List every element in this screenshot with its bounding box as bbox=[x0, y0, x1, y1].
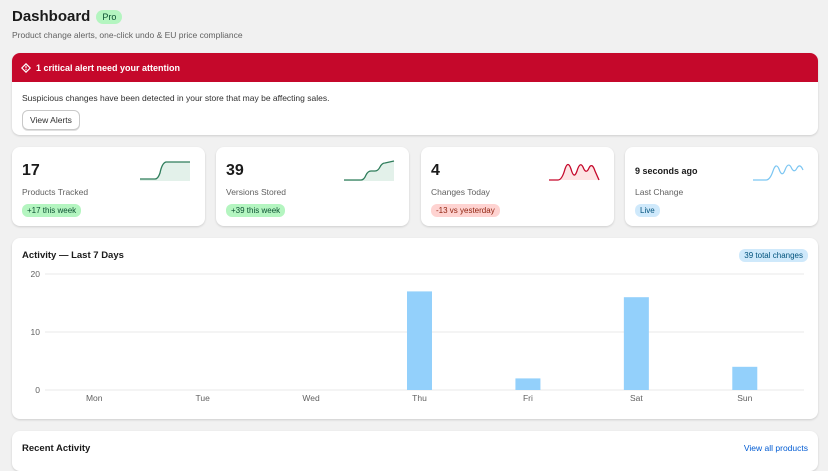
sparkline-icon bbox=[753, 164, 804, 181]
stat-card-changes-today: 4 Changes Today -13 vs yesterday bbox=[421, 147, 614, 226]
stat-card-versions-stored: 39 Versions Stored +39 this week bbox=[216, 147, 409, 226]
recent-activity-title: Recent Activity bbox=[22, 443, 91, 454]
y-tick-label: 10 bbox=[31, 327, 41, 337]
sparkline-icon bbox=[140, 161, 190, 181]
view-all-products-link[interactable]: View all products bbox=[743, 443, 808, 453]
stat-change-badge: -13 vs yesterday bbox=[431, 204, 500, 217]
alert-message: Suspicious changes have been detected in… bbox=[22, 93, 330, 103]
plan-badge: Pro bbox=[96, 9, 123, 24]
stat-value: 9 seconds ago bbox=[635, 166, 698, 176]
x-tick-label: Sat bbox=[630, 393, 643, 403]
x-tick-label: Sun bbox=[737, 393, 752, 403]
x-tick-label: Mon bbox=[86, 393, 103, 403]
x-tick-label: Fri bbox=[523, 393, 533, 403]
sparkline-icon bbox=[549, 163, 600, 181]
alert-diamond-icon bbox=[21, 62, 31, 73]
stat-label: Last Change bbox=[635, 187, 684, 197]
stat-value: 4 bbox=[431, 162, 440, 179]
x-tick-label: Tue bbox=[195, 393, 210, 403]
bar bbox=[515, 378, 541, 390]
activity-chart-card: Activity — Last 7 Days 39 total changes … bbox=[12, 238, 818, 419]
stat-card-last-change: 9 seconds ago Last Change Live bbox=[625, 147, 818, 226]
stat-change-badge: +39 this week bbox=[226, 204, 286, 217]
critical-alert-card: 1 critical alert need your attention Sus… bbox=[12, 53, 818, 135]
x-tick-label: Wed bbox=[302, 393, 320, 403]
y-tick-label: 20 bbox=[31, 269, 41, 279]
alert-banner: 1 critical alert need your attention bbox=[12, 53, 818, 82]
stat-card-products-tracked: 17 Products Tracked +17 this week bbox=[12, 147, 205, 226]
recent-activity-card: Recent Activity View all products bbox=[12, 431, 818, 471]
stat-change-badge: +17 this week bbox=[22, 204, 82, 217]
bar bbox=[407, 291, 432, 390]
stat-label: Versions Stored bbox=[226, 187, 287, 197]
view-alerts-button[interactable]: View Alerts bbox=[22, 110, 80, 130]
bar bbox=[623, 297, 649, 390]
stat-label: Products Tracked bbox=[22, 187, 89, 197]
page-header: Dashboard Pro Product change alerts, one… bbox=[12, 8, 243, 40]
y-tick-label: 0 bbox=[35, 385, 40, 395]
x-tick-label: Thu bbox=[412, 393, 427, 403]
stat-value: 17 bbox=[22, 162, 40, 179]
sparkline-icon bbox=[344, 160, 395, 181]
bar bbox=[732, 366, 758, 390]
page-subtitle: Product change alerts, one-click undo & … bbox=[12, 30, 243, 40]
live-badge: Live bbox=[635, 204, 660, 217]
chart-title: Activity — Last 7 Days bbox=[22, 250, 124, 261]
stat-value: 39 bbox=[226, 162, 244, 179]
alert-banner-text: 1 critical alert need your attention bbox=[36, 62, 181, 73]
page-title: Dashboard bbox=[12, 8, 91, 25]
total-changes-badge: 39 total changes bbox=[739, 249, 808, 262]
stat-label: Changes Today bbox=[431, 187, 490, 197]
activity-bar-chart: 0 10 20 Mon Tue Wed Thu Fri Sat Sun bbox=[31, 269, 804, 403]
